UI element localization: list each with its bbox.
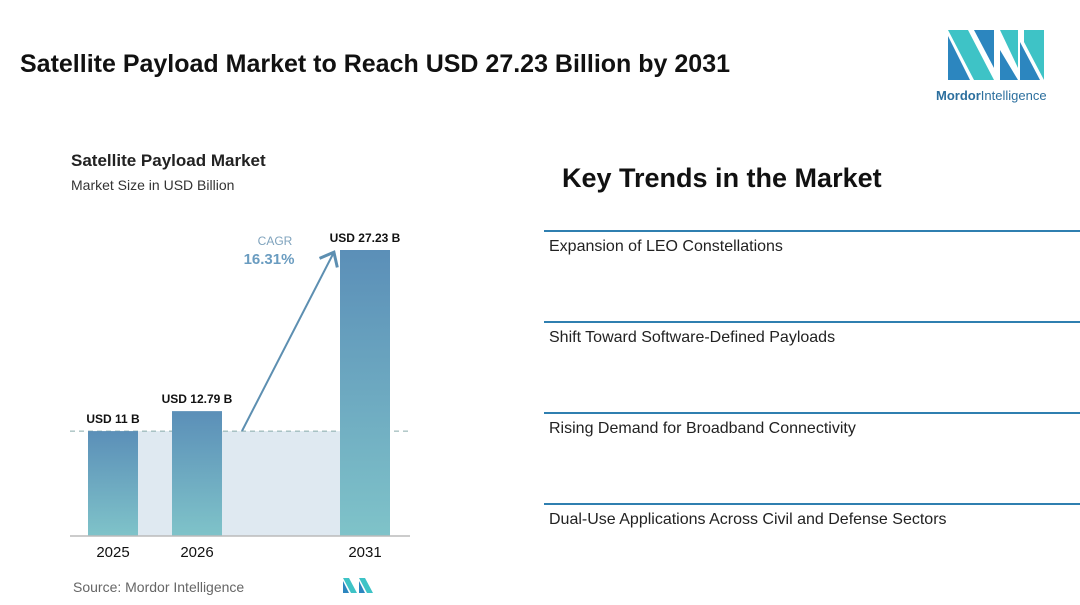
- bar-2025: [88, 431, 138, 536]
- baseline-shade: [88, 431, 390, 536]
- bar-value-label: USD 11 B: [86, 412, 140, 426]
- x-tick-label: 2025: [96, 544, 129, 561]
- source-note: Source: Mordor Intelligence: [73, 579, 245, 595]
- trend-item: Expansion of LEO Constellations: [544, 230, 1080, 256]
- bar-chart: USD 11 B 2025 USD 12.79 B 2026 USD 27.23 B 20…: [70, 231, 410, 561]
- x-tick-label: 2026: [180, 544, 213, 561]
- bar-2026: [172, 411, 222, 536]
- cagr-arrow: [241, 250, 339, 432]
- mordor-small-logo: [343, 578, 373, 593]
- trend-item: Rising Demand for Broadband Connectivity: [544, 412, 1080, 438]
- trend-item: Shift Toward Software-Defined Payloads: [544, 321, 1080, 347]
- page-title: Satellite Payload Market to Reach USD 27…: [20, 50, 730, 78]
- chart-subtitle: Market Size in USD Billion: [71, 177, 235, 193]
- trend-item: Dual-Use Applications Across Civil and D…: [544, 503, 1080, 529]
- trends-title: Key Trends in the Market: [562, 163, 882, 193]
- cagr-label: CAGR: [258, 234, 293, 248]
- bar-2031: [340, 250, 390, 536]
- cagr-value: 16.31%: [244, 251, 295, 268]
- chart-title: Satellite Payload Market: [71, 151, 266, 170]
- mordor-logo: MordorIntelligence: [936, 30, 1047, 103]
- svg-text:MordorIntelligence: MordorIntelligence: [936, 88, 1047, 103]
- bar-value-label: USD 12.79 B: [162, 392, 233, 406]
- bar-value-label: USD 27.23 B: [330, 231, 401, 245]
- x-tick-label: 2031: [348, 544, 381, 561]
